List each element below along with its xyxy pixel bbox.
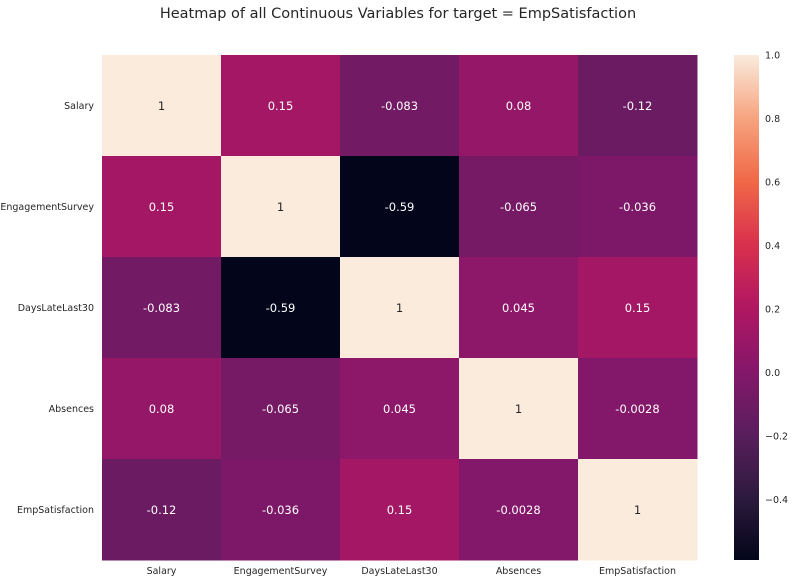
colorbar-tick-label: 0.4 <box>765 241 780 252</box>
cell-value-label: 1 <box>277 200 284 214</box>
chart-title: Heatmap of all Continuous Variables for … <box>160 6 636 22</box>
colorbar-tick-label: 0.6 <box>765 178 780 189</box>
y-tick-label: Salary <box>64 101 94 112</box>
cell-value-label: 0.15 <box>625 301 651 315</box>
heatmap-cell <box>578 156 698 258</box>
x-tick-label: EngagementSurvey <box>234 566 328 577</box>
cell-value-label: 0.15 <box>387 503 413 517</box>
colorbar-tick-label: −0.2 <box>765 432 788 443</box>
cell-value-label: -0.12 <box>623 99 653 113</box>
cell-value-label: -0.036 <box>619 200 656 214</box>
heatmap-cell <box>459 459 579 561</box>
heatmap-cell <box>221 156 341 258</box>
colorbar: 1.0 0.8 0.6 0.4 0.2 0.0 −0.2 −0.4 <box>734 51 788 560</box>
cell-value-label: 1 <box>515 402 522 416</box>
heatmap-cell <box>340 257 460 359</box>
heatmap-cell <box>102 55 222 157</box>
y-tick-label: EmpSatisfaction <box>17 505 94 516</box>
colorbar-tick-label: 0.2 <box>765 305 780 316</box>
colorbar-tick-label: 0.8 <box>765 114 780 125</box>
heatmap-cell <box>102 156 222 258</box>
cell-value-label: 0.15 <box>149 200 175 214</box>
cell-value-label: 1 <box>396 301 403 315</box>
heatmap-cell <box>459 257 579 359</box>
y-axis-labels: Salary EngagementSurvey DaysLateLast30 Abse… <box>0 101 94 516</box>
cell-value-label: 0.045 <box>383 402 416 416</box>
cell-value-label: -0.12 <box>147 503 177 517</box>
colorbar-tick-label: 0.0 <box>765 368 780 379</box>
x-tick-label: EmpSatisfaction <box>599 566 676 577</box>
cell-value-label: 0.15 <box>268 99 294 113</box>
heatmap-cell <box>578 459 698 561</box>
cell-value-label: 1 <box>634 503 641 517</box>
x-tick-label: Salary <box>147 566 177 577</box>
cell-value-label: 0.08 <box>506 99 532 113</box>
heatmap-cell <box>340 358 460 460</box>
cell-value-label: 1 <box>158 99 165 113</box>
heatmap-cell <box>459 55 579 157</box>
heatmap-cell <box>578 257 698 359</box>
heatmap-cell <box>102 358 222 460</box>
colorbar-tick-label: −0.4 <box>765 495 788 506</box>
cell-value-label: -0.065 <box>262 402 299 416</box>
heatmap-cell <box>102 257 222 359</box>
cell-value-label: 0.045 <box>502 301 535 315</box>
cell-value-label: -0.0028 <box>615 402 659 416</box>
colorbar-tick-label: 1.0 <box>765 51 780 62</box>
heatmap-cell <box>578 358 698 460</box>
heatmap-cell <box>459 156 579 258</box>
heatmap-cell <box>221 55 341 157</box>
heatmap-cell <box>221 257 341 359</box>
heatmap-cell <box>340 156 460 258</box>
cell-value-label: -0.036 <box>262 503 299 517</box>
heatmap-cell-labels: 1 0.15 -0.083 0.08 -0.12 0.15 1 -0.59 -0.065 -0.0… <box>143 99 660 517</box>
heatmap-cell <box>340 459 460 561</box>
heatmap-cell <box>340 55 460 157</box>
colorbar-gradient <box>734 55 759 560</box>
cell-value-label: -0.065 <box>500 200 537 214</box>
x-axis-labels: Salary EngagementSurvey DaysLateLast30 Abse… <box>147 566 676 577</box>
cell-value-label: -0.0028 <box>496 503 540 517</box>
heatmap-cell <box>459 358 579 460</box>
heatmap-cell <box>221 358 341 460</box>
cell-value-label: -0.083 <box>381 99 418 113</box>
heatmap-cells <box>102 55 698 561</box>
y-tick-label: DaysLateLast30 <box>18 303 94 314</box>
heatmap-cell <box>578 55 698 157</box>
cell-value-label: -0.083 <box>143 301 180 315</box>
y-tick-label: EngagementSurvey <box>0 202 94 213</box>
y-tick-label: Absences <box>49 404 94 415</box>
heatmap-cell <box>221 459 341 561</box>
heatmap-cell <box>102 459 222 561</box>
x-tick-label: Absences <box>496 566 541 577</box>
cell-value-label: -0.59 <box>385 200 415 214</box>
x-tick-label: DaysLateLast30 <box>361 566 437 577</box>
cell-value-label: 0.08 <box>149 402 175 416</box>
cell-value-label: -0.59 <box>266 301 296 315</box>
